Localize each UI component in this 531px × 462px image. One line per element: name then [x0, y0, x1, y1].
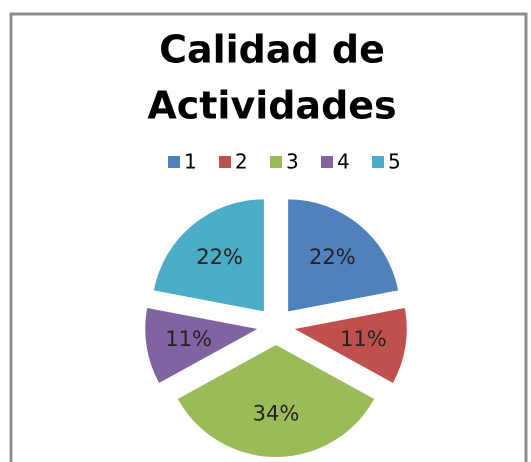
- data-label: 34%: [253, 401, 300, 425]
- legend-label: 2: [235, 150, 248, 174]
- data-label: 11%: [165, 327, 212, 351]
- legend-swatch: [168, 156, 180, 168]
- legend-label: 3: [286, 150, 299, 174]
- legend-swatch: [321, 156, 333, 168]
- legend-swatch: [270, 156, 282, 168]
- legend-label: 4: [337, 150, 350, 174]
- legend-swatch: [219, 156, 231, 168]
- legend-label: 5: [388, 150, 401, 174]
- chart-title: Calidad de: [159, 28, 385, 72]
- pie-slice: [288, 199, 399, 312]
- pie-slice: [177, 345, 375, 458]
- pie-slice: [294, 307, 407, 383]
- data-label: 22%: [309, 245, 356, 269]
- legend-swatch: [372, 156, 384, 168]
- data-label: 22%: [196, 245, 243, 269]
- chart-title: Actividades: [147, 84, 396, 128]
- data-label: 11%: [340, 327, 387, 351]
- pie-slice: [153, 199, 264, 312]
- pie-slice: [145, 307, 258, 383]
- legend-label: 1: [184, 150, 197, 174]
